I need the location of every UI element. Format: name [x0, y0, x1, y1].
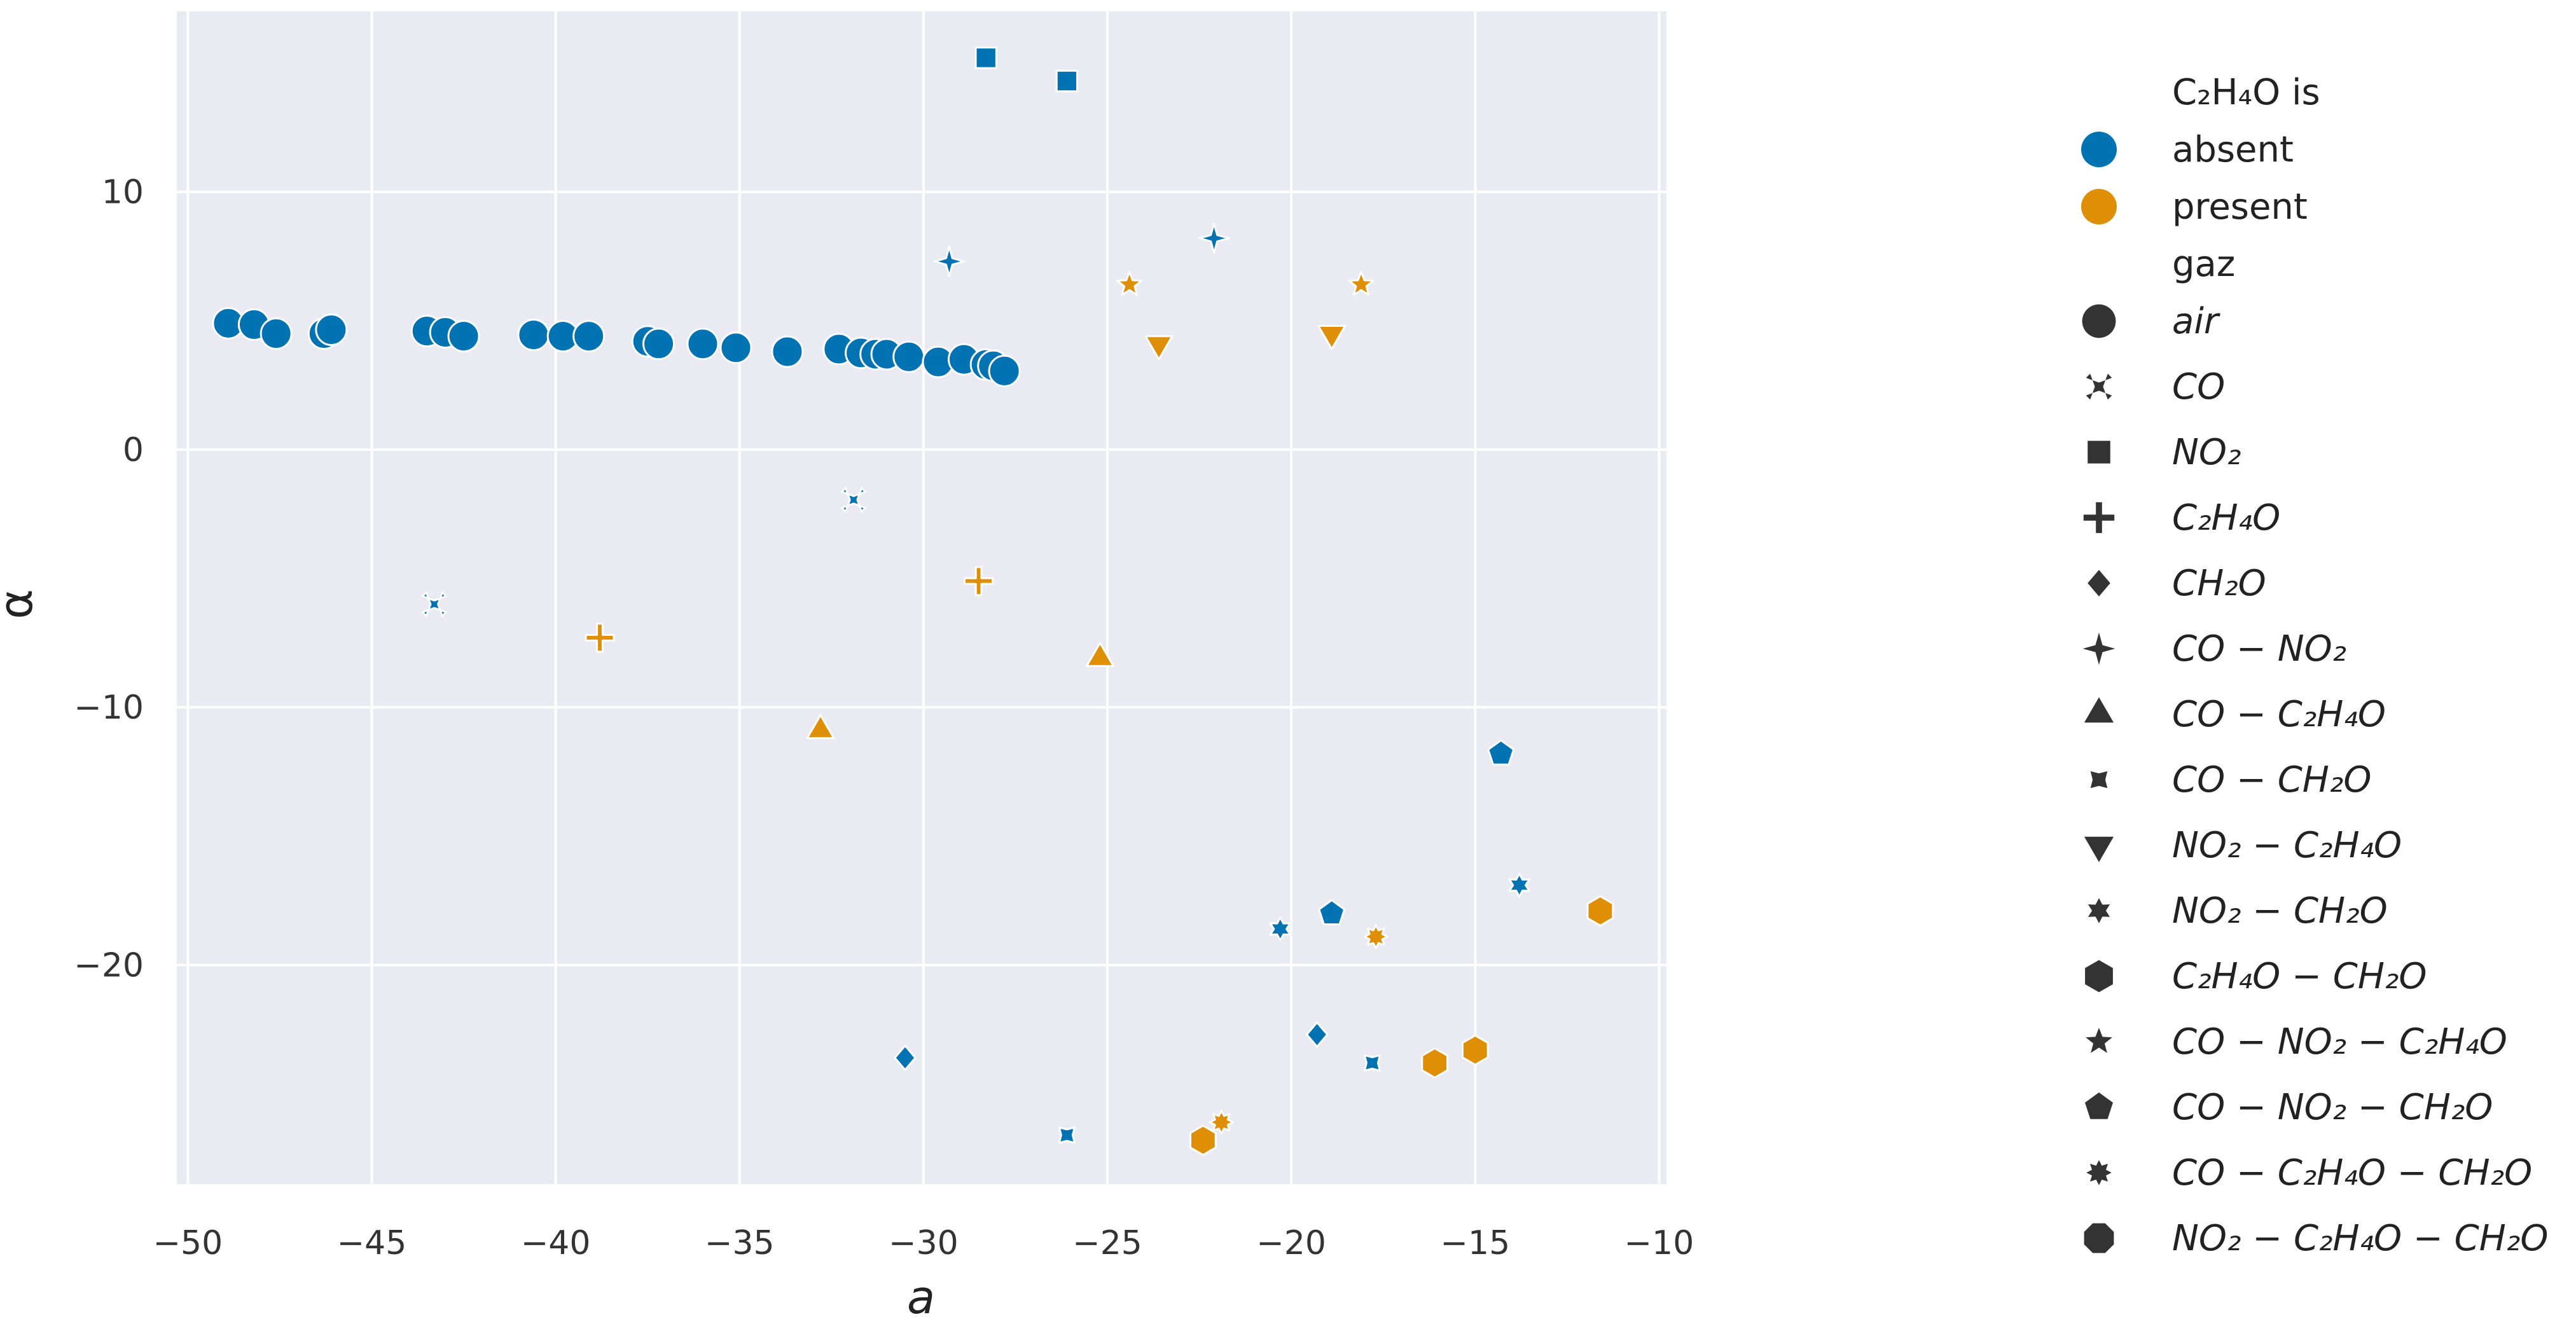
legend-label: CO − C₂H₄O — [2172, 694, 2386, 735]
data-point — [1198, 223, 1230, 254]
data-point — [1208, 1110, 1234, 1135]
legend-label: C₂H₄O − CH₂O — [2172, 956, 2427, 997]
data-point — [686, 328, 719, 361]
x-tick-label: −45 — [337, 1224, 407, 1262]
data-point — [806, 714, 835, 740]
legend-label: NO₂ — [2172, 432, 2241, 473]
legend-label: CO − C₂H₄O − CH₂O — [2172, 1152, 2532, 1194]
y-tick-label: 0 — [123, 431, 144, 469]
data-point — [1508, 872, 1530, 898]
data-point — [974, 46, 997, 69]
data-point — [1363, 924, 1388, 949]
legend-marker — [2084, 1223, 2114, 1253]
data-point — [1058, 1126, 1076, 1144]
legend-label: air — [2172, 301, 2220, 342]
data-point — [719, 331, 752, 364]
legend-marker — [2085, 1092, 2113, 1119]
legend-marker — [2081, 132, 2117, 167]
data-point — [1055, 69, 1079, 93]
plot-background — [177, 11, 1666, 1184]
x-tick-label: −40 — [521, 1224, 591, 1262]
legend-marker — [2090, 771, 2108, 789]
data-point — [1363, 1054, 1381, 1072]
data-point — [1116, 271, 1143, 296]
legend-label: NO₂ − CH₂O — [2172, 890, 2388, 932]
data-point — [1586, 895, 1614, 927]
legend-marker — [2086, 1160, 2112, 1185]
x-tick-label: −50 — [153, 1224, 223, 1262]
legend-label: present — [2172, 186, 2308, 228]
legend-label: CH₂O — [2172, 563, 2266, 604]
data-point — [964, 566, 994, 596]
y-tick-label: 10 — [102, 174, 144, 212]
y-tick-labels: −20 −10 0 10 — [74, 174, 144, 985]
data-point — [933, 245, 965, 277]
data-point — [841, 487, 866, 513]
legend-label: CO − NO₂ — [2172, 628, 2346, 670]
data-point — [892, 340, 925, 373]
data-point — [988, 354, 1021, 387]
x-tick-label: −30 — [889, 1224, 959, 1262]
x-tick-label: −25 — [1072, 1224, 1142, 1262]
legend-marker — [2086, 1028, 2112, 1053]
data-point — [585, 623, 615, 653]
x-axis-title: a — [907, 1271, 935, 1324]
data-point — [1421, 1047, 1449, 1079]
data-point — [642, 328, 675, 361]
y-tick-label: −20 — [74, 947, 144, 985]
data-point — [1348, 271, 1375, 296]
data-point — [447, 320, 480, 353]
legend-label: absent — [2172, 129, 2294, 170]
data-point — [1318, 899, 1346, 925]
legend-marker — [2083, 502, 2115, 534]
data-point — [1487, 739, 1515, 766]
legend-marker — [2082, 632, 2116, 665]
x-tick-label: −35 — [705, 1224, 775, 1262]
legend-marker — [2082, 304, 2116, 338]
data-point — [1317, 325, 1347, 350]
legend-marker — [2088, 570, 2110, 596]
x-tick-label: −20 — [1256, 1224, 1326, 1262]
legend: C₂H₄O is absent present gaz air CO NO₂ C₂H₄O CH₂… — [2081, 72, 2548, 1259]
data-point — [572, 320, 606, 353]
data-point — [771, 335, 804, 368]
y-tick-label: −10 — [74, 689, 144, 727]
data-point — [894, 1044, 917, 1071]
legend-label: CO − CH₂O — [2172, 759, 2371, 801]
legend-label: C₂H₄O — [2172, 497, 2280, 539]
data-point — [1086, 642, 1114, 667]
data-point — [260, 317, 293, 350]
legend-marker — [2085, 960, 2113, 993]
legend-marker — [2088, 898, 2110, 923]
x-tick-label: −10 — [1624, 1224, 1694, 1262]
legend-label: NO₂ − C₂H₄O — [2172, 825, 2402, 866]
legend-hue-title: C₂H₄O is — [2172, 72, 2320, 113]
legend-marker — [2084, 697, 2114, 723]
legend-marker — [2081, 189, 2117, 224]
data-point — [1144, 335, 1174, 361]
data-point — [1269, 916, 1291, 942]
legend-label: CO − NO₂ − C₂H₄O — [2172, 1021, 2507, 1063]
y-axis-title: α — [0, 589, 43, 619]
legend-label: NO₂ − C₂H₄O − CH₂O — [2172, 1218, 2548, 1259]
legend-label: CO — [2172, 366, 2225, 408]
data-point — [517, 319, 550, 352]
grid-lines — [177, 11, 1666, 1184]
legend-marker — [2086, 373, 2112, 400]
data-point — [421, 591, 447, 617]
legend-label: CO − NO₂ − CH₂O — [2172, 1087, 2493, 1128]
data-point — [1461, 1034, 1489, 1066]
data-point — [1306, 1021, 1329, 1048]
data-point — [315, 314, 348, 347]
data-points — [212, 46, 1614, 1156]
legend-marker — [2084, 836, 2114, 862]
x-tick-label: −15 — [1440, 1224, 1510, 1262]
legend-marker — [2088, 441, 2110, 464]
legend-style-title: gaz — [2172, 244, 2235, 285]
x-tick-labels: −50 −45 −40 −35 −30 −25 −20 −15 −10 — [153, 1224, 1694, 1262]
data-point — [1189, 1124, 1217, 1156]
